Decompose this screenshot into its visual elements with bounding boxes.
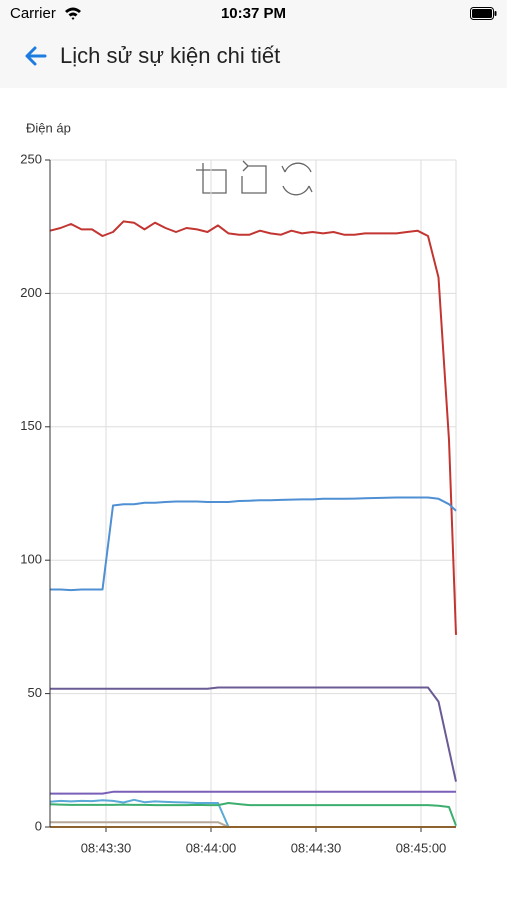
grid: [50, 159, 456, 828]
restore-tool[interactable]: [241, 160, 267, 194]
page-title: Lịch sử sự kiện chi tiết: [60, 43, 281, 68]
x-tick-label: 08:45:00: [396, 840, 447, 855]
wifi-icon: [65, 7, 81, 20]
battery-icon: [470, 7, 497, 20]
refresh-tool[interactable]: [281, 162, 313, 196]
zoom-tool[interactable]: [196, 163, 227, 194]
clock: 10:37 PM: [220, 5, 287, 22]
y-axis-label: Điện áp: [26, 120, 71, 135]
series-line: [49, 220, 457, 635]
nav-header: Lịch sử sự kiện chi tiết: [0, 28, 507, 88]
back-button[interactable]: [24, 45, 48, 67]
series-line: [50, 790, 456, 795]
status-bar: Carrier 10:37 PM: [0, 0, 507, 28]
y-tick-label: 150: [20, 418, 42, 433]
series-line: [50, 496, 457, 592]
y-tick-label: 200: [20, 285, 42, 300]
x-tick-label: 08:43:30: [81, 840, 132, 855]
carrier: Carrier: [10, 5, 56, 22]
x-tick-label: 08:44:00: [186, 840, 237, 855]
series-line: [50, 686, 457, 782]
series-line: [49, 802, 457, 827]
y-tick-label: 100: [20, 552, 42, 567]
y-tick-label: 0: [35, 818, 42, 833]
toolbox: [196, 160, 313, 196]
x-tick-label: 08:44:30: [291, 840, 342, 855]
y-tick-label: 250: [20, 151, 42, 166]
y-tick-label: 50: [28, 685, 42, 700]
